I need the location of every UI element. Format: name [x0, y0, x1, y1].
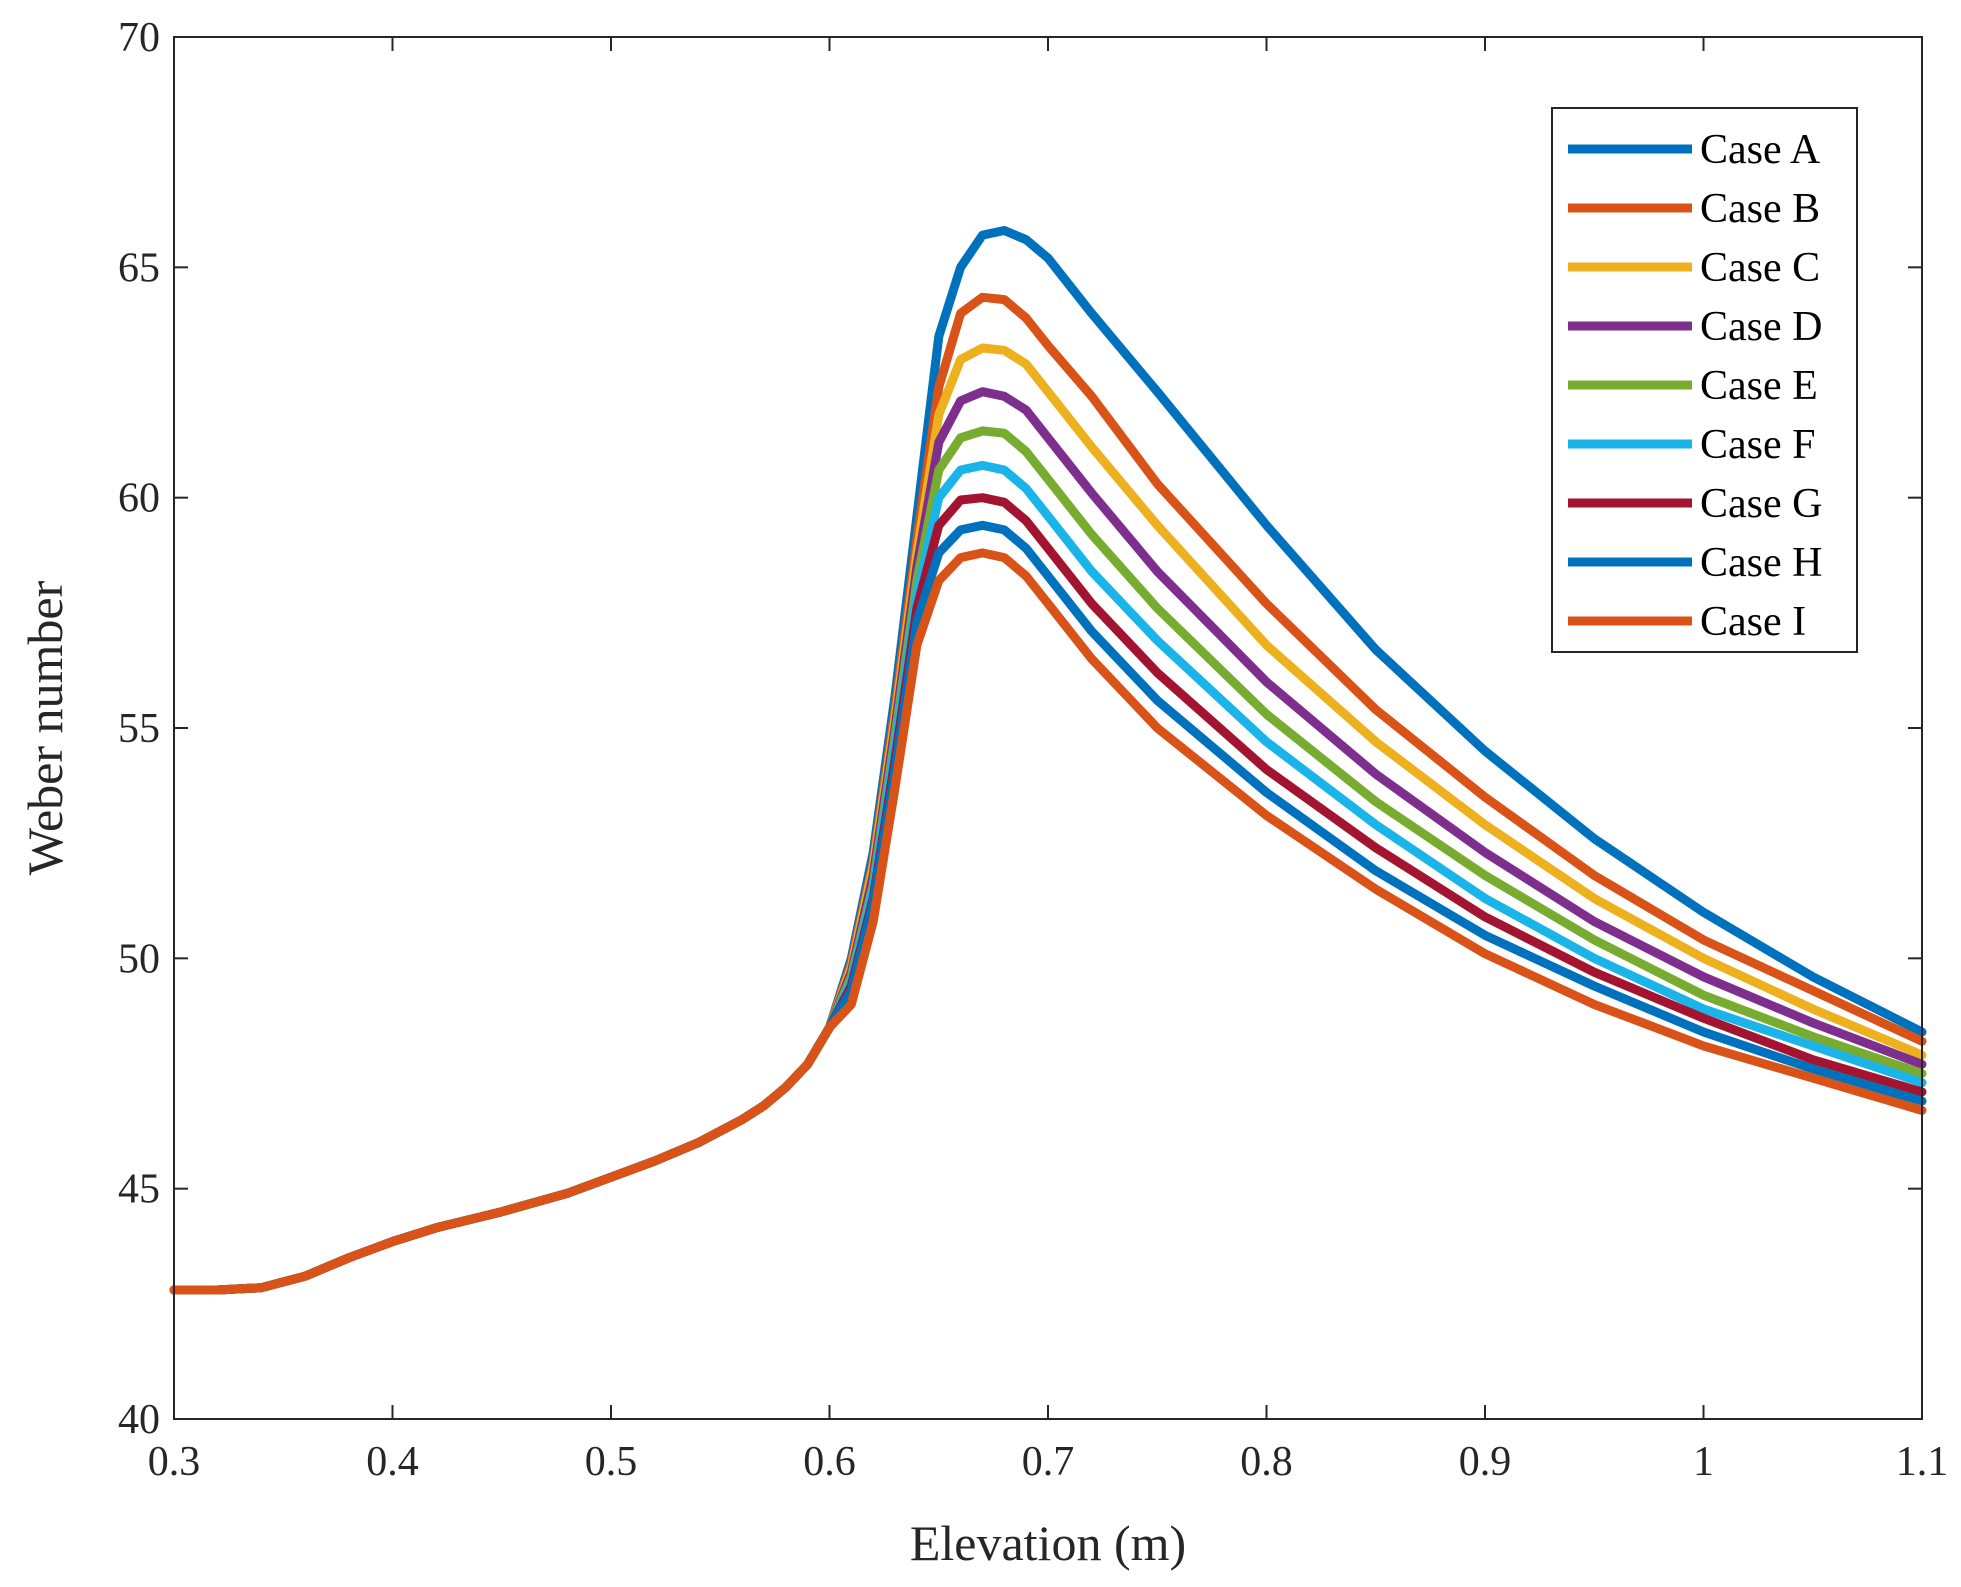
legend-label-case-f: Case F — [1700, 422, 1816, 468]
x-tick-label: 1 — [1693, 1439, 1714, 1485]
legend-label-case-e: Case E — [1700, 363, 1818, 409]
series-line-case-i — [169, 548, 1927, 1295]
x-tick-label: 0.3 — [148, 1439, 201, 1485]
legend-label-case-g: Case G — [1700, 481, 1822, 527]
legend-label-case-c: Case C — [1700, 245, 1820, 291]
y-axis-title: Weber number — [17, 580, 73, 875]
legend-label-case-a: Case A — [1700, 127, 1821, 173]
x-tick-label: 0.9 — [1459, 1439, 1512, 1485]
y-tick-label: 55 — [118, 706, 160, 752]
legend: Case A Case B Case C Case D Case E Case F Case… — [1551, 107, 1858, 653]
y-tick-label: 65 — [118, 245, 160, 291]
y-tick-label: 70 — [118, 15, 160, 61]
x-tick-label: 0.6 — [803, 1439, 856, 1485]
tick-labels-layer: 0.3 0.4 0.5 0.6 0.7 0.8 0.9 1 1.1 40 45 50 55 60 65 70 — [118, 15, 1948, 1485]
x-tick-label: 0.4 — [366, 1439, 419, 1485]
x-tick-label: 1.1 — [1896, 1439, 1949, 1485]
legend-label-case-d: Case D — [1700, 304, 1822, 350]
y-tick-label: 45 — [118, 1167, 160, 1213]
legend-label-case-h: Case H — [1700, 540, 1822, 586]
y-tick-label: 40 — [118, 1397, 160, 1443]
y-tick-label: 60 — [118, 476, 160, 522]
x-tick-label: 0.5 — [585, 1439, 638, 1485]
legend-label-case-i: Case I — [1700, 599, 1806, 645]
x-tick-label: 0.8 — [1240, 1439, 1293, 1485]
ticks-layer — [173, 36, 1923, 1420]
series-layer — [169, 226, 1927, 1295]
x-tick-label: 0.7 — [1022, 1439, 1075, 1485]
y-tick-label: 50 — [118, 936, 160, 982]
x-axis-title: Elevation (m) — [910, 1515, 1186, 1571]
legend-label-case-b: Case B — [1700, 186, 1820, 232]
